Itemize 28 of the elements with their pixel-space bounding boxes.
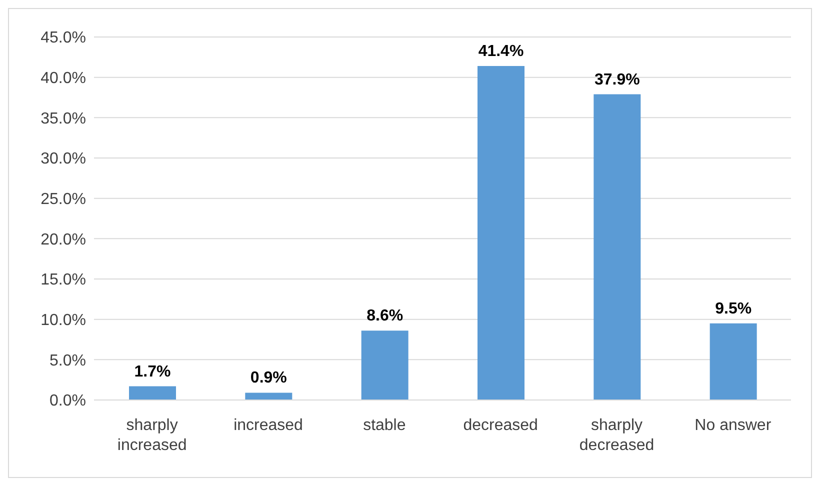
y-tick-label: 30.0% <box>40 150 86 168</box>
data-label: 9.5% <box>715 300 752 318</box>
data-label: 0.9% <box>250 370 287 387</box>
bar <box>129 386 176 400</box>
x-tick-label: sharply increased <box>117 417 187 454</box>
data-label: 1.7% <box>134 363 171 380</box>
x-tick-label: sharply decreased <box>579 417 654 454</box>
y-tick-label: 25.0% <box>40 191 86 208</box>
bar <box>710 323 757 400</box>
y-tick-label: 10.0% <box>40 312 86 330</box>
bar <box>361 330 408 400</box>
y-tick-label: 40.0% <box>40 70 86 88</box>
bar <box>594 94 641 400</box>
x-tick-label: stable <box>363 417 406 434</box>
x-tick-label: increased <box>234 417 303 434</box>
data-label: 41.4% <box>478 43 524 60</box>
x-tick-label: decreased <box>463 417 538 434</box>
y-tick-label: 45.0% <box>40 30 86 47</box>
bar <box>245 392 292 400</box>
data-label: 8.6% <box>366 308 404 325</box>
bar <box>478 66 524 400</box>
data-label: 37.9% <box>594 71 640 88</box>
y-tick-label: 5.0% <box>50 352 86 370</box>
y-tick-label: 0.0% <box>50 392 86 410</box>
y-tick-label: 35.0% <box>40 110 86 128</box>
y-tick-label: 20.0% <box>40 231 86 248</box>
y-tick-label: 15.0% <box>40 272 86 289</box>
x-tick-label: No answer <box>694 417 772 434</box>
